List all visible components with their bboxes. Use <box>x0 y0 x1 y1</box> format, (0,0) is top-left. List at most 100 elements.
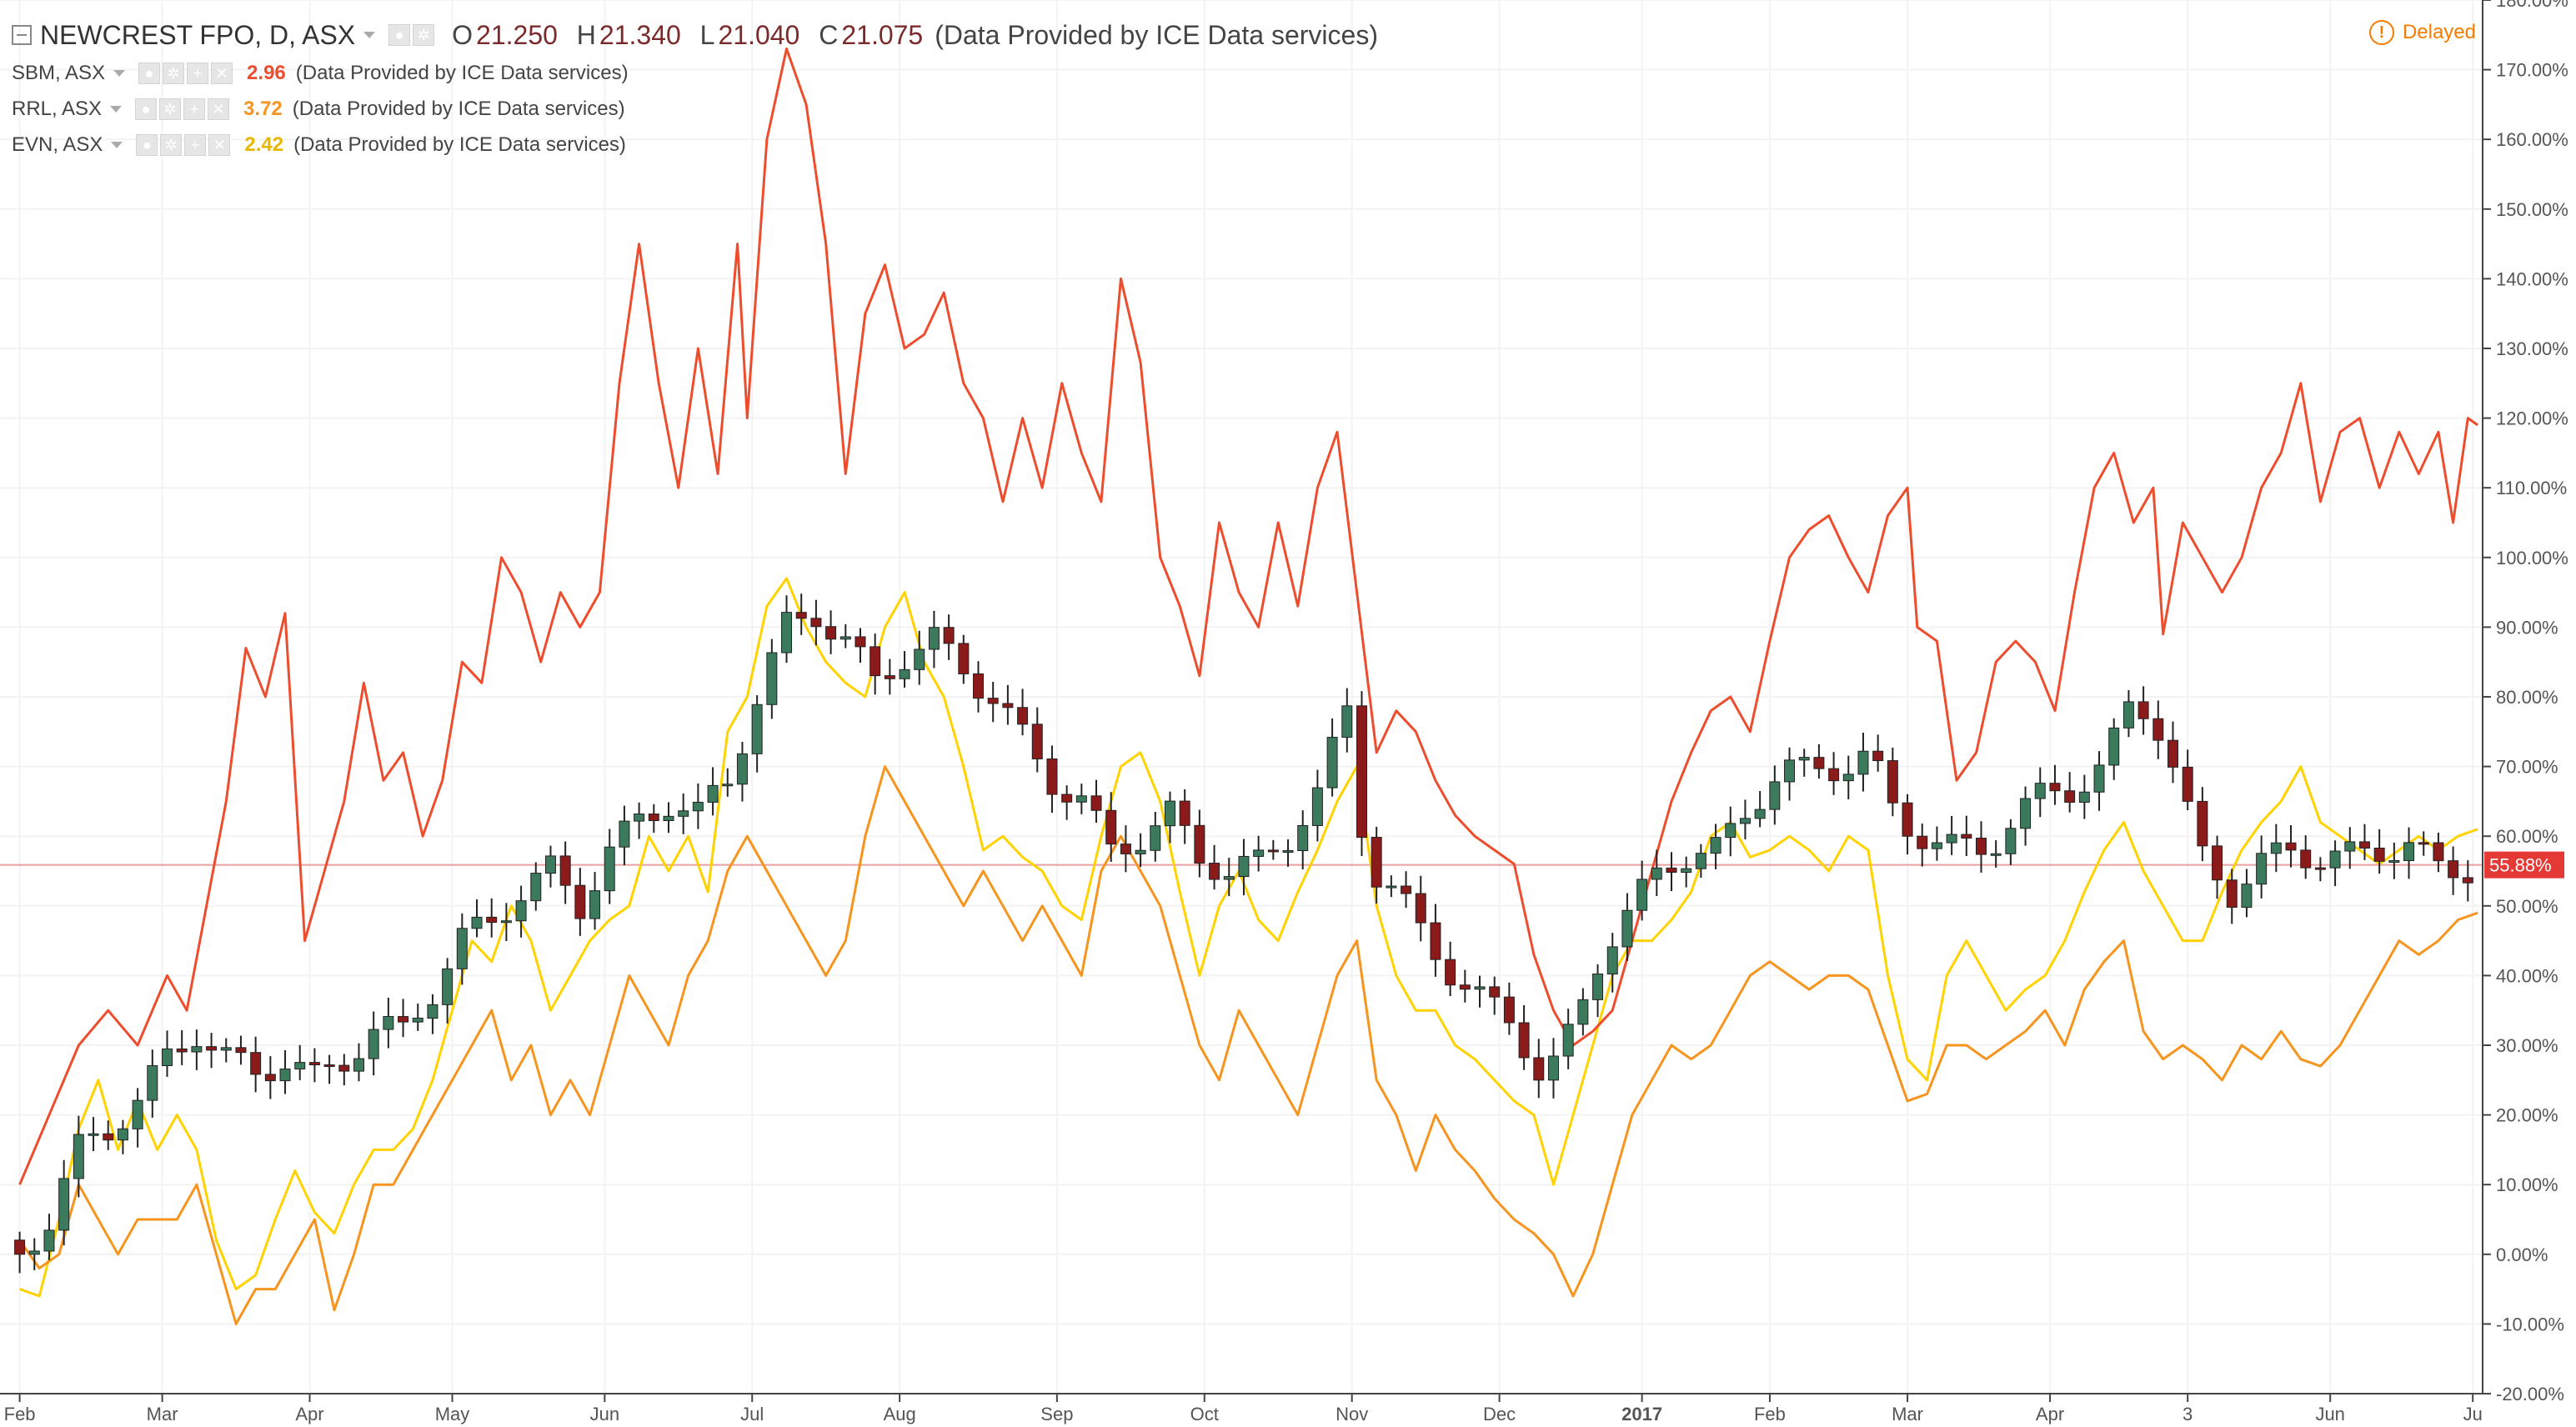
candle <box>1179 789 1190 844</box>
eye-icon[interactable]: ● <box>388 24 411 46</box>
main-series-legend[interactable]: NEWCREST FPO, D, ASX ● ✲ O 21.250 H 21.340… <box>12 15 1378 55</box>
plus-icon[interactable]: + <box>184 133 207 156</box>
candle-body <box>43 1229 55 1252</box>
rrl-line <box>18 765 2478 1325</box>
gear-icon[interactable]: ✲ <box>163 62 185 84</box>
close-icon[interactable]: ✕ <box>211 62 233 84</box>
candle <box>1326 718 1338 797</box>
collapse-icon[interactable] <box>12 25 32 45</box>
eye-icon[interactable]: ● <box>138 62 161 84</box>
candle <box>2212 835 2223 899</box>
compare-symbol[interactable]: EVN, ASX <box>12 133 103 156</box>
grid <box>0 0 2483 1394</box>
candle-body <box>471 916 483 929</box>
candle <box>117 1119 128 1154</box>
candle-body <box>2344 841 2356 852</box>
candle-body <box>781 612 793 653</box>
eye-icon[interactable]: ● <box>136 133 158 156</box>
price-axis[interactable]: 180.00% 170.00% 160.00% 150.00% 140.00% 130.0… <box>2483 0 2568 1404</box>
candle-body <box>1784 759 1796 783</box>
candle-body <box>2462 877 2473 884</box>
candle <box>928 610 940 668</box>
candle-body <box>1430 922 1441 960</box>
candle <box>88 1117 99 1152</box>
candle-body <box>1990 853 2002 856</box>
candle <box>515 885 527 938</box>
candle <box>1253 835 1265 872</box>
candle <box>1238 839 1250 896</box>
x-tick-label: Nov <box>1336 1404 1368 1424</box>
close-icon[interactable]: ✕ <box>208 133 231 156</box>
series-lines <box>18 48 2478 1325</box>
candle-body <box>795 612 807 619</box>
candle-body <box>943 627 955 644</box>
candle-body <box>1297 824 1309 851</box>
candle <box>1209 844 1220 890</box>
x-tick-label: Mar <box>1892 1404 1923 1424</box>
candle-body <box>1695 853 1706 869</box>
x-tick-label: Apr <box>2036 1404 2064 1424</box>
candle <box>383 997 394 1049</box>
y-tick-label: 140.00% <box>2496 268 2568 289</box>
candle-body <box>1061 794 1073 803</box>
main-series-title[interactable]: NEWCREST FPO, D, ASX <box>40 19 356 50</box>
plus-icon[interactable]: + <box>183 98 206 120</box>
compare-symbol[interactable]: RRL, ASX <box>12 97 103 120</box>
candle <box>1739 799 1751 839</box>
candle <box>28 1238 40 1270</box>
gear-icon[interactable]: ✲ <box>160 133 183 156</box>
candle-body <box>308 1062 320 1066</box>
candle-body <box>147 1065 158 1101</box>
candle <box>1533 1039 1545 1099</box>
candle-body <box>1754 809 1766 819</box>
candle <box>264 1056 276 1099</box>
chevron-down-icon[interactable] <box>113 69 126 77</box>
candle-body <box>73 1134 84 1179</box>
y-tick-label: 70.00% <box>2496 757 2558 778</box>
candle-body <box>663 815 674 821</box>
candle-body <box>1415 893 1426 924</box>
compare-symbol[interactable]: SBM, ASX <box>12 61 106 84</box>
candle-body <box>2270 842 2282 854</box>
candle <box>176 1029 188 1065</box>
candle <box>323 1054 335 1084</box>
candle <box>279 1049 291 1094</box>
candle <box>1562 1009 1574 1069</box>
candle <box>825 610 837 654</box>
gear-icon[interactable]: ✲ <box>159 98 182 120</box>
candle-body <box>2153 718 2164 741</box>
candle-body <box>1798 757 1810 761</box>
compare-legend-row[interactable]: RRL, ASX ● ✲ + ✕ 3.72 (Data Provided by … <box>12 91 1378 127</box>
candle <box>191 1029 203 1070</box>
eye-icon[interactable]: ● <box>135 98 158 120</box>
candle <box>987 682 999 723</box>
time-axis[interactable]: Feb Mar Apr May Jun Jul Aug Sep Oct Nov Dec 2017 Feb… <box>4 1394 2483 1424</box>
candle <box>619 805 630 866</box>
gear-icon[interactable]: ✲ <box>413 24 435 46</box>
plus-icon[interactable]: + <box>187 62 209 84</box>
candle-body <box>1120 844 1131 854</box>
candle <box>678 794 689 834</box>
candle-body <box>2005 828 2017 854</box>
delayed-indicator[interactable]: ! Delayed <box>2368 20 2476 45</box>
candle <box>1857 732 1869 792</box>
candle <box>870 633 881 695</box>
candle <box>2078 774 2090 819</box>
candle <box>1415 875 1426 942</box>
close-icon[interactable]: ✕ <box>208 98 230 120</box>
candle-body <box>884 675 895 679</box>
candle-body <box>88 1133 99 1136</box>
chevron-down-icon[interactable] <box>111 141 123 148</box>
candle-body <box>235 1047 247 1054</box>
candle-body <box>1356 705 1367 839</box>
compare-legend-row[interactable]: EVN, ASX ● ✲ + ✕ 2.42 (Data Provided by … <box>12 127 1378 163</box>
compare-legend-row[interactable]: SBM, ASX ● ✲ + ✕ 2.96 (Data Provided by … <box>12 55 1378 91</box>
candle-body <box>2300 849 2312 869</box>
candle <box>2122 689 2134 738</box>
chevron-down-icon[interactable] <box>363 32 376 38</box>
candle <box>1401 871 1412 909</box>
candle <box>1636 860 1648 921</box>
candle <box>1902 794 1913 855</box>
chevron-down-icon[interactable] <box>110 105 123 113</box>
